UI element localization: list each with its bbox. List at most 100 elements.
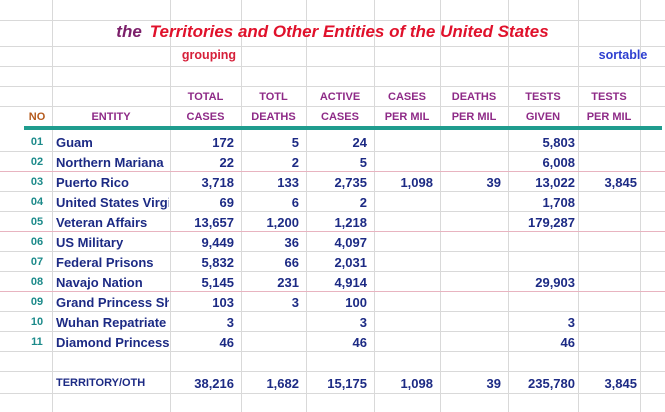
row-total-cases: 5,832 — [201, 255, 234, 270]
row-active-cases: 2 — [359, 195, 367, 210]
row-entity: Veteran Affairs — [56, 215, 148, 230]
header-tests-per-mil-line2: PER MIL — [586, 111, 632, 123]
grid-line — [374, 0, 375, 412]
grid-line — [0, 271, 665, 272]
grid-line — [0, 211, 665, 212]
row-total-deaths: 3 — [291, 295, 299, 310]
row-active-cases: 2,031 — [334, 255, 367, 270]
header-deaths-per-mil-line2: PER MIL — [451, 111, 497, 123]
row-no: 10 — [30, 316, 44, 328]
grid-line — [0, 20, 665, 21]
totals-deaths-per-mil: 39 — [486, 376, 501, 391]
row-tests-given: 5,803 — [542, 135, 575, 150]
grid-line — [508, 0, 509, 412]
row-tests-given: 6,008 — [542, 155, 575, 170]
row-active-cases: 4,914 — [334, 275, 367, 290]
row-total-deaths: 231 — [277, 275, 299, 290]
row-total-cases: 46 — [219, 335, 234, 350]
header-separator — [24, 126, 662, 130]
row-active-cases: 100 — [345, 295, 367, 310]
row-entity: Diamond Princess — [56, 335, 169, 350]
grid-line — [0, 251, 665, 252]
totals-tests-given: 235,780 — [528, 376, 575, 391]
row-entity: Puerto Rico — [56, 175, 129, 190]
row-entity: Guam — [56, 135, 93, 150]
row-total-cases: 103 — [212, 295, 234, 310]
row-total-deaths: 6 — [291, 195, 299, 210]
grid-line — [0, 393, 665, 394]
grid-line — [0, 331, 665, 332]
row-active-cases: 3 — [359, 315, 367, 330]
row-active-cases: 46 — [352, 335, 367, 350]
row-no: 02 — [30, 156, 44, 168]
header-cases-per-mil-line1: CASES — [388, 91, 426, 103]
header-tests-per-mil-line1: TESTS — [591, 91, 627, 103]
grid-line — [0, 191, 665, 192]
row-total-cases: 9,449 — [201, 235, 234, 250]
grid-line — [0, 371, 665, 372]
grid-line — [0, 171, 665, 172]
row-total-deaths: 133 — [277, 175, 299, 190]
title-prefix: the — [116, 22, 142, 41]
row-total-deaths: 5 — [291, 135, 299, 150]
header-deaths-per-mil-line1: DEATHS — [451, 91, 497, 103]
grouping-label[interactable]: grouping — [181, 48, 237, 62]
row-total-cases: 13,657 — [194, 215, 234, 230]
row-tests-given: 13,022 — [535, 175, 575, 190]
title-main: Territories and Other Entities of the Un… — [149, 22, 549, 41]
row-entity: Federal Prisons — [56, 255, 154, 270]
row-active-cases: 5 — [359, 155, 367, 170]
page-title: the Territories and Other Entities of the… — [0, 22, 665, 42]
grid-line — [0, 151, 665, 152]
grid-line — [306, 0, 307, 412]
row-total-cases: 5,145 — [201, 275, 234, 290]
header-total-cases-line2: CASES — [186, 111, 225, 123]
sortable-label[interactable]: sortable — [598, 48, 648, 62]
row-total-cases: 172 — [212, 135, 234, 150]
row-no: 11 — [31, 336, 43, 348]
totals-tests-per-mil: 3,845 — [604, 376, 637, 391]
row-total-cases: 69 — [219, 195, 234, 210]
row-active-cases: 1,218 — [334, 215, 367, 230]
row-total-deaths: 66 — [284, 255, 299, 270]
grid-line — [0, 86, 665, 87]
header-total-cases-line1: TOTAL — [187, 91, 224, 103]
row-no: 05 — [30, 216, 44, 228]
header-total-deaths-line2: DEATHS — [251, 111, 296, 123]
grid-line — [52, 0, 53, 412]
grid-line — [0, 291, 665, 292]
row-entity: Navajo Nation — [56, 275, 143, 290]
header-no: NO — [28, 111, 46, 123]
row-total-deaths: 1,200 — [266, 215, 299, 230]
grid-line — [0, 351, 665, 352]
grid-line — [440, 0, 441, 412]
totals-label: TERRITORY/OTH — [56, 377, 146, 389]
row-deaths-per-mil: 39 — [486, 175, 501, 190]
row-total-deaths: 36 — [284, 235, 299, 250]
grid-line — [0, 311, 665, 312]
row-entity: Northern Mariana — [56, 155, 164, 170]
row-entity: US Military — [56, 235, 124, 250]
row-total-deaths: 2 — [291, 155, 299, 170]
row-no: 08 — [30, 276, 44, 288]
grid-line — [0, 66, 665, 67]
row-tests-per-mil: 3,845 — [604, 175, 637, 190]
header-cases-per-mil-line2: PER MIL — [384, 111, 430, 123]
grid-line — [0, 106, 665, 107]
row-no: 03 — [30, 176, 44, 188]
row-entity: United States Virgi — [56, 195, 169, 210]
row-cases-per-mil: 1,098 — [400, 175, 433, 190]
row-no: 01 — [30, 136, 44, 148]
grid-line — [241, 0, 242, 412]
row-tests-given: 1,708 — [542, 195, 575, 210]
row-entity: Grand Princess Shi — [56, 295, 169, 310]
row-active-cases: 24 — [352, 135, 367, 150]
grid-line — [0, 231, 665, 232]
row-entity: Wuhan Repatriate — [56, 315, 167, 330]
totals-active-cases: 15,175 — [327, 376, 367, 391]
row-no: 09 — [30, 296, 44, 308]
row-tests-given: 29,903 — [535, 275, 575, 290]
row-no: 06 — [30, 236, 44, 248]
row-active-cases: 2,735 — [334, 175, 367, 190]
